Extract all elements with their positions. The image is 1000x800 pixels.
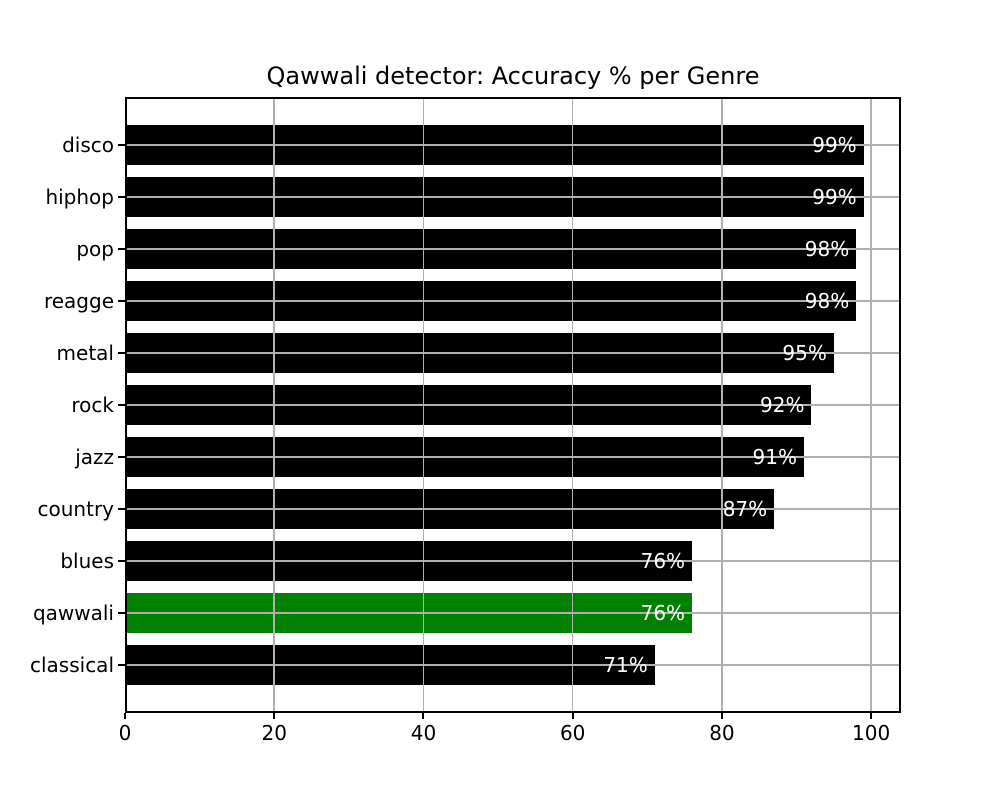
x-tick-mark [571,713,574,719]
y-tick-label-jazz: jazz [75,445,114,469]
gridline-h [125,196,901,198]
gridline-h [125,300,901,302]
x-tick-mark [422,713,425,719]
y-tick-mark [118,508,125,510]
y-tick-label-reagge: reagge [43,289,114,313]
x-tick-label-0: 0 [118,721,132,745]
gridline-h [125,404,901,406]
y-tick-mark [118,560,125,562]
x-tick-label-80: 80 [709,721,735,745]
x-tick-label-20: 20 [261,721,287,745]
bar-value-label: 87% [722,497,768,521]
y-tick-mark [118,248,125,250]
gridline-h [125,248,901,250]
gridline-h [125,664,901,666]
bar-value-label: 71% [603,653,648,677]
chart-title: Qawwali detector: Accuracy % per Genre [266,62,760,90]
gridline-v [422,97,425,713]
y-tick-label-pop: pop [76,237,114,261]
x-tick-mark [870,713,873,719]
y-axis-labels: disco hiphop pop reagge metal rock jazz country… [0,97,114,713]
y-tick-mark [118,664,125,666]
gridline-v [571,97,574,713]
y-tick-mark [118,144,125,146]
y-tick-label-rock: rock [71,393,114,417]
y-tick-label-qawwali: qawwali [32,601,114,625]
bar-value-label: 98% [804,289,850,313]
bar-value-label: 99% [812,185,857,209]
bar-value-label: 99% [812,133,857,157]
x-tick-mark [273,713,276,719]
y-tick-label-hiphop: hiphop [45,185,114,209]
x-tick-label-40: 40 [410,721,437,745]
y-tick-mark [118,404,125,406]
bar-value-label: 91% [752,445,797,469]
y-tick-mark [118,196,125,198]
y-tick-mark [118,456,125,458]
gridline-h [125,508,901,510]
x-tick-mark [720,713,723,719]
bar-value-label: 98% [804,237,850,261]
y-tick-label-metal: metal [56,341,114,365]
gridline-v [721,97,723,713]
y-tick-mark [118,300,125,302]
gridline-h [125,612,901,614]
bar-value-label: 95% [782,341,827,365]
y-tick-mark [118,612,125,614]
y-tick-label-classical: classical [29,653,114,677]
gridline-h [125,560,901,562]
bar-value-label: 92% [760,393,805,417]
y-tick-mark [118,352,125,354]
gridline-v [870,97,872,713]
gridline-h [125,456,901,458]
gridline-h [125,352,901,354]
x-tick-label-60: 60 [559,721,586,745]
y-tick-label-country: country [37,497,114,521]
y-tick-label-blues: blues [60,549,114,573]
y-tick-label-disco: disco [62,133,114,157]
x-tick-label-100: 100 [852,721,891,745]
x-tick-mark [124,713,126,719]
bar-value-label: 76% [640,601,686,625]
bar-value-label: 76% [640,549,686,573]
gridline-v [273,97,275,713]
plot-area: 99% 99% 98% 98% 95% 92% 91% 87% 76% 76% 71% [125,97,901,713]
gridline-h [125,144,901,146]
